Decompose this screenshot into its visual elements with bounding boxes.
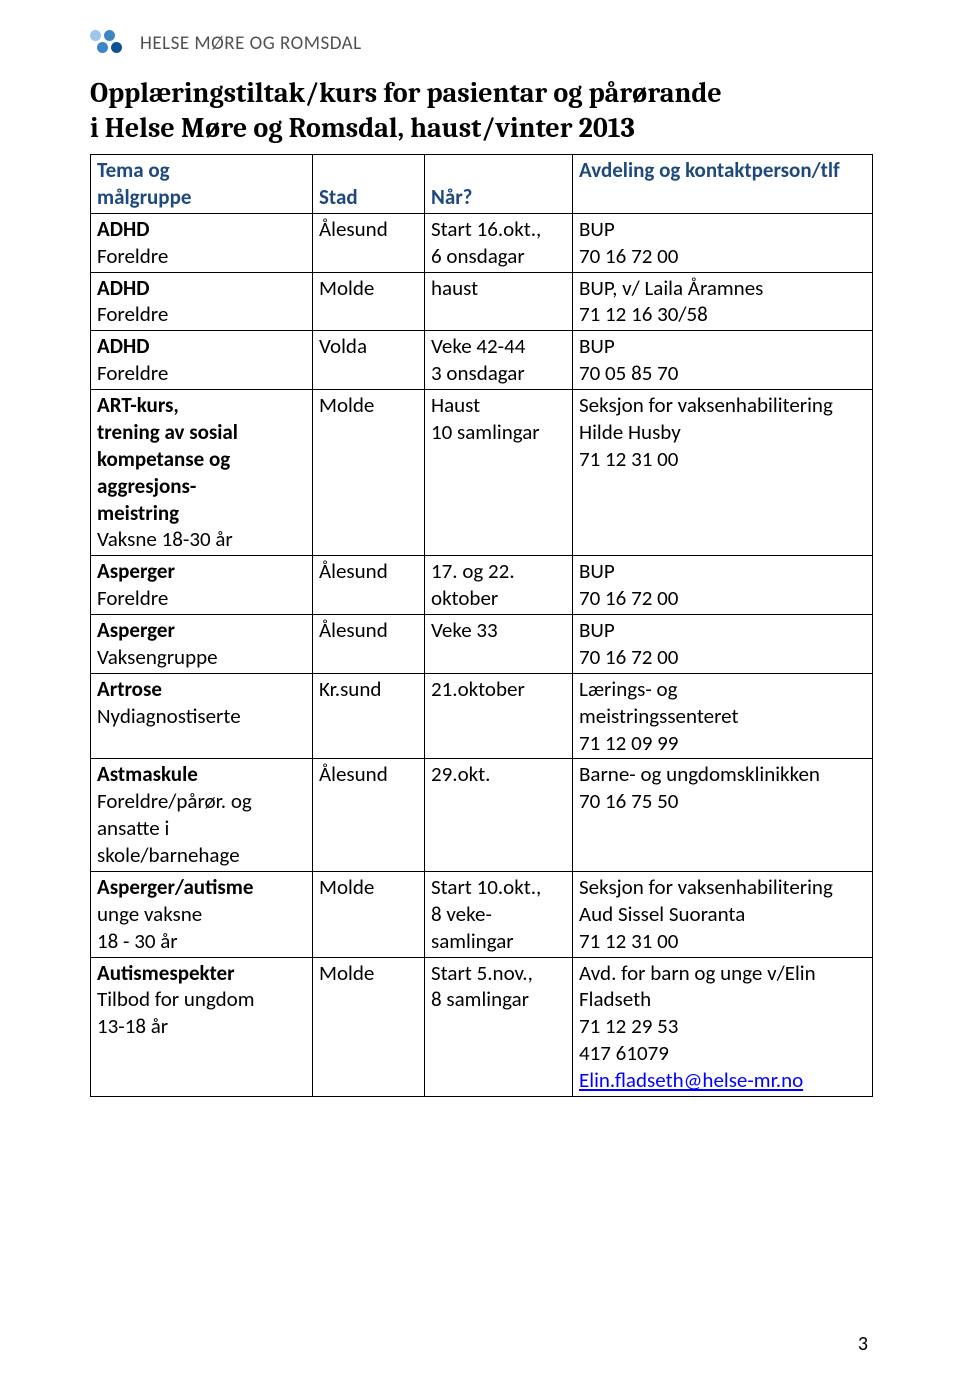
cell-stad: Kr.sund: [313, 673, 425, 759]
cell-stad: Molde: [313, 871, 425, 957]
header-text: Avdeling og kontaktperson/tlf: [579, 157, 840, 183]
cell-tema: ART-kurs,trening av sosialkompetanse oga…: [91, 390, 313, 556]
cell-avdeling: Seksjon for vaksenhabiliteringHilde Husb…: [573, 390, 873, 556]
cell-tema: Asperger/autismeunge vaksne18 - 30 år: [91, 871, 313, 957]
cell-naar: 17. og 22.oktober: [425, 556, 573, 615]
cell-tema: AspergerForeldre: [91, 556, 313, 615]
tema-bold: ADHD: [97, 275, 149, 301]
tema-rest: Foreldre: [97, 243, 168, 269]
cell-naar: Haust10 samlingar: [425, 390, 573, 556]
table-row: AstmaskuleForeldre/pårør. ogansatte isko…: [91, 759, 873, 872]
cell-avdeling: BUP, v/ Laila Åramnes71 12 16 30/58: [573, 272, 873, 331]
cell-stad: Molde: [313, 272, 425, 331]
brand-header: HELSE MØRE OG ROMSDAL: [90, 30, 870, 56]
tema-bold: ART-kurs,trening av sosialkompetanse oga…: [97, 392, 238, 526]
tema-bold: Astmaskule: [97, 761, 198, 787]
table-row: ArtroseNydiagnostiserteKr.sund21.oktober…: [91, 673, 873, 759]
tema-rest: Tilbod for ungdom13-18 år: [97, 986, 255, 1039]
table-row: ADHDForeldreMoldehaustBUP, v/ Laila Åram…: [91, 272, 873, 331]
table-header-row: Tema og målgruppe Stad Når? Avdeling og …: [91, 155, 873, 214]
cell-naar: Start 5.nov.,8 samlingar: [425, 957, 573, 1096]
cell-naar: haust: [425, 272, 573, 331]
table-row: Asperger/autismeunge vaksne18 - 30 årMol…: [91, 871, 873, 957]
cell-naar: 21.oktober: [425, 673, 573, 759]
tema-bold: Artrose: [97, 676, 162, 702]
cell-naar: Veke 33: [425, 615, 573, 674]
cell-naar: Start 10.okt.,8 veke-samlingar: [425, 871, 573, 957]
cell-tema: AspergerVaksengruppe: [91, 615, 313, 674]
title-line-2: i Helse Møre og Romsdal, haust/vinter 20…: [90, 112, 635, 144]
cell-avdeling: BUP70 16 72 00: [573, 615, 873, 674]
title-line-1: Opplæringstiltak/kurs for pasientar og p…: [90, 77, 722, 109]
col-header-avdeling: Avdeling og kontaktperson/tlf: [573, 155, 873, 214]
tema-rest: Nydiagnostiserte: [97, 703, 241, 729]
page-title: Opplæringstiltak/kurs for pasientar og p…: [90, 76, 870, 146]
cell-avdeling: Seksjon for vaksenhabiliteringAud Sissel…: [573, 871, 873, 957]
table-row: AutismespekterTilbod for ungdom13-18 årM…: [91, 957, 873, 1096]
logo-dots: [90, 30, 130, 56]
header-text: Stad: [319, 184, 358, 210]
table-row: ART-kurs,trening av sosialkompetanse oga…: [91, 390, 873, 556]
cell-avdeling: BUP70 16 72 00: [573, 556, 873, 615]
logo-text: HELSE MØRE OG ROMSDAL: [140, 32, 362, 55]
col-header-stad: Stad: [313, 155, 425, 214]
cell-naar: Veke 42-443 onsdagar: [425, 331, 573, 390]
table-row: ADHDForeldreVoldaVeke 42-443 onsdagarBUP…: [91, 331, 873, 390]
tema-bold: Asperger/autisme: [97, 874, 253, 900]
logo-dot-icon: [104, 30, 115, 41]
cell-naar: Start 16.okt.,6 onsdagar: [425, 213, 573, 272]
tema-bold: Asperger: [97, 558, 175, 584]
cell-naar: 29.okt.: [425, 759, 573, 872]
header-text: Når?: [431, 184, 472, 210]
document-page: HELSE MØRE OG ROMSDAL Opplæringstiltak/k…: [0, 0, 960, 1388]
tema-rest: Foreldre: [97, 585, 168, 611]
cell-tema: ADHDForeldre: [91, 331, 313, 390]
cell-tema: AstmaskuleForeldre/pårør. ogansatte isko…: [91, 759, 313, 872]
logo-dot-icon: [111, 42, 122, 53]
header-text: målgruppe: [97, 184, 191, 210]
cell-tema: AutismespekterTilbod for ungdom13-18 år: [91, 957, 313, 1096]
cell-tema: ADHDForeldre: [91, 213, 313, 272]
tema-rest: Vaksne 18-30 år: [97, 526, 233, 552]
table-row: AspergerVaksengruppeÅlesundVeke 33BUP70 …: [91, 615, 873, 674]
tema-rest: unge vaksne18 - 30 år: [97, 901, 202, 954]
cell-avdeling: Lærings- ogmeistringssenteret71 12 09 99: [573, 673, 873, 759]
course-table: Tema og målgruppe Stad Når? Avdeling og …: [90, 154, 873, 1097]
table-row: AspergerForeldreÅlesund17. og 22.oktober…: [91, 556, 873, 615]
tema-rest: Foreldre: [97, 301, 168, 327]
logo-dot-icon: [97, 42, 108, 53]
tema-rest: Vaksengruppe: [97, 644, 218, 670]
cell-avdeling: BUP70 05 85 70: [573, 331, 873, 390]
col-header-tema: Tema og målgruppe: [91, 155, 313, 214]
tema-bold: ADHD: [97, 216, 149, 242]
cell-stad: Ålesund: [313, 556, 425, 615]
cell-avdeling: BUP70 16 72 00: [573, 213, 873, 272]
cell-avdeling: Avd. for barn og unge v/ElinFladseth71 1…: [573, 957, 873, 1096]
cell-stad: Ålesund: [313, 759, 425, 872]
tema-bold: Autismespekter: [97, 960, 235, 986]
cell-stad: Volda: [313, 331, 425, 390]
cell-stad: Ålesund: [313, 615, 425, 674]
page-number: 3: [858, 1332, 868, 1356]
tema-bold: Asperger: [97, 617, 175, 643]
cell-tema: ArtroseNydiagnostiserte: [91, 673, 313, 759]
tema-bold: ADHD: [97, 333, 149, 359]
logo-dot-icon: [90, 30, 101, 41]
tema-rest: Foreldre/pårør. ogansatte iskole/barneha…: [97, 788, 252, 868]
cell-stad: Molde: [313, 390, 425, 556]
col-header-naar: Når?: [425, 155, 573, 214]
tema-rest: Foreldre: [97, 360, 168, 386]
cell-tema: ADHDForeldre: [91, 272, 313, 331]
logo: HELSE MØRE OG ROMSDAL: [90, 30, 362, 56]
header-text: Tema og: [97, 157, 170, 183]
cell-avdeling: Barne- og ungdomsklinikken70 16 75 50: [573, 759, 873, 872]
email-link[interactable]: Elin.fladseth@helse-mr.no: [579, 1067, 803, 1093]
table-row: ADHDForeldreÅlesundStart 16.okt.,6 onsda…: [91, 213, 873, 272]
cell-stad: Molde: [313, 957, 425, 1096]
cell-stad: Ålesund: [313, 213, 425, 272]
